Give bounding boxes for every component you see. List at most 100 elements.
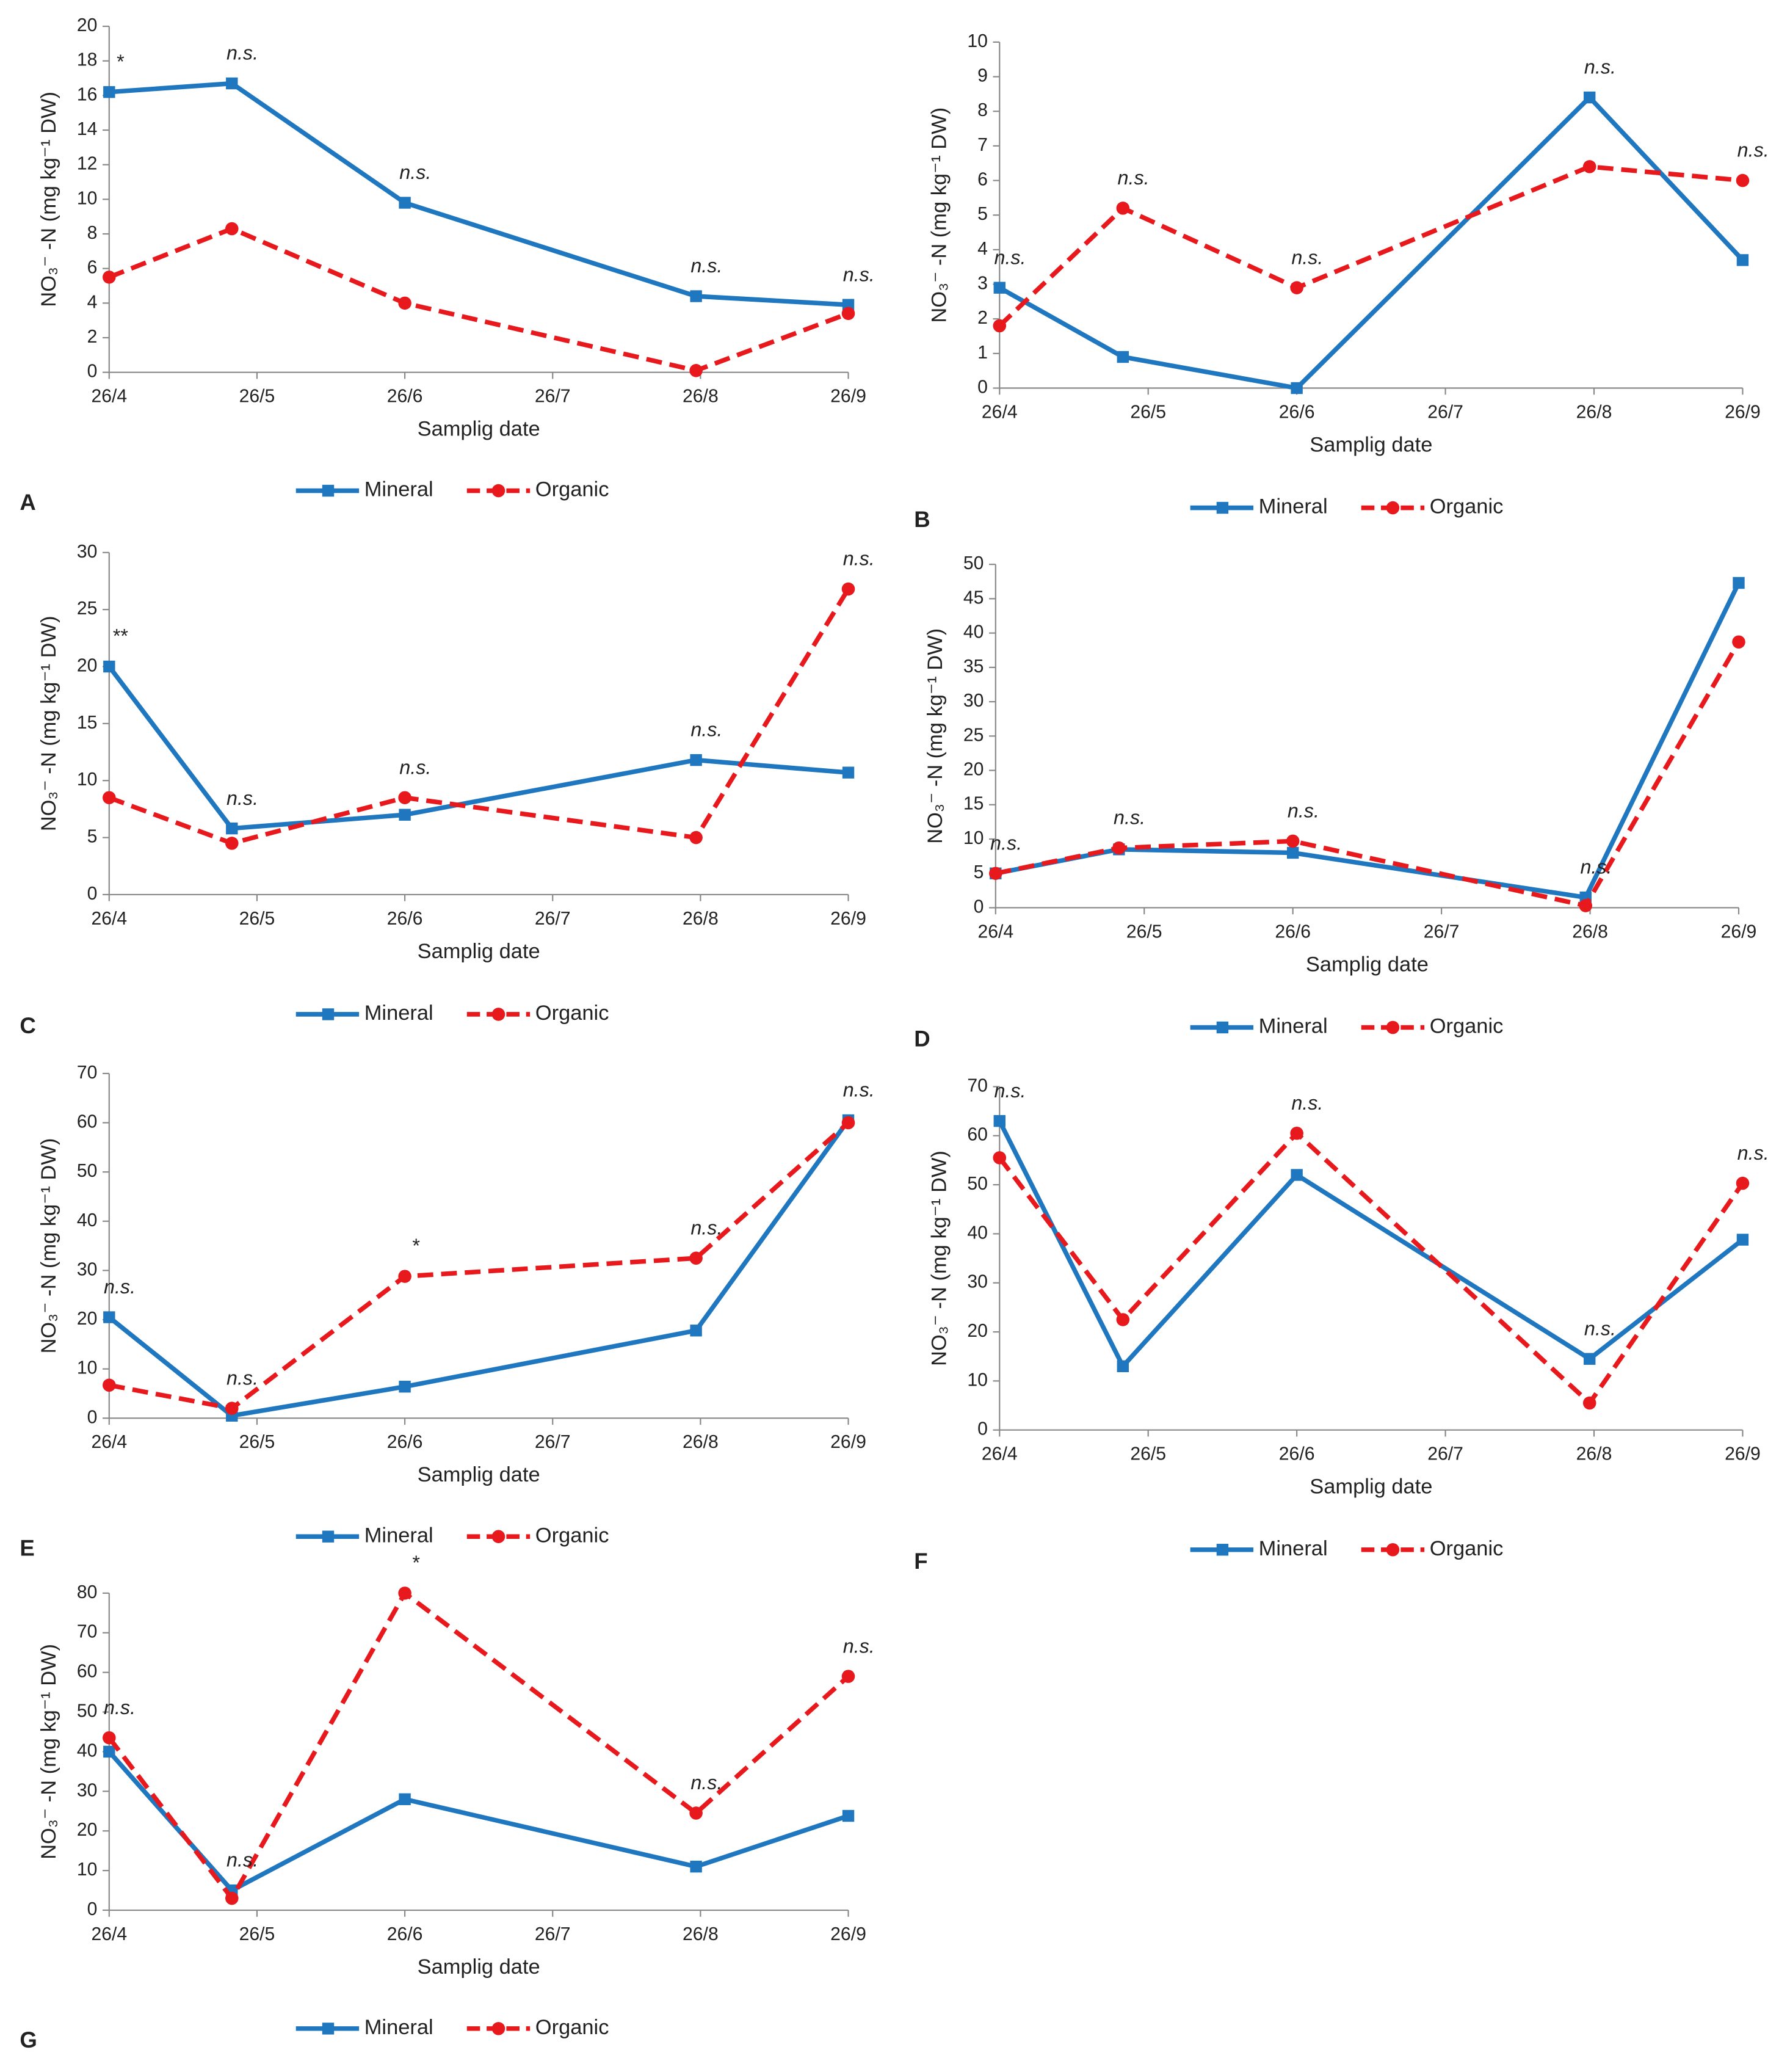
series-line [998,1130,1745,1407]
significance-label: n.s. [1288,800,1319,822]
legend-marker [1216,1544,1229,1556]
marker [1286,846,1299,859]
x-tick-label: 26/6 [1279,402,1315,422]
chart-panel: 0 10 20 30 40 50 60 70 80 26/4 26/5 26/6 26/7 26/8 26/… [20,1552,874,2052]
x-axis-label: Samplig date [418,940,540,963]
y-tick-label: 70 [967,1075,988,1096]
marker [690,290,702,302]
y-tick-label: 20 [77,15,98,35]
series-line [109,81,849,307]
marker [398,1270,411,1283]
chart-panel: 0 10 20 30 40 50 60 70 26/4 26/5 26/6 26/7 26/8 26/9 S… [20,1063,874,1561]
y-axis-label: NO₃⁻ -N (mg kg⁻¹ DW) [37,1644,60,1859]
marker [842,766,855,779]
panel-label: C [20,1013,35,1038]
series-line [108,587,850,846]
x-tick-label: 26/8 [683,909,719,929]
x-tick-label: 26/8 [1572,921,1608,942]
marker [398,296,411,310]
marker [1736,1234,1749,1246]
significance-label: ** [112,625,128,647]
x-tick-label: 26/8 [683,1924,719,1944]
y-tick-label: 12 [77,154,98,174]
y-tick-label: 8 [977,100,988,120]
x-tick-label: 26/9 [830,909,866,929]
significance-label: n.s. [994,246,1026,268]
marker [841,307,855,321]
marker [1582,160,1596,173]
marker [1117,351,1129,363]
series-line [995,641,1741,909]
y-tick-label: 40 [77,1210,98,1230]
x-tick-label: 26/4 [91,1924,127,1944]
marker [399,197,411,209]
legend-marker [322,2023,335,2035]
y-tick-label: 30 [77,1780,98,1800]
legend-label: Organic [1430,1537,1504,1560]
y-tick-label: 50 [967,1174,988,1194]
y-tick-label: 60 [967,1125,988,1145]
chart-panel: 0 10 20 30 40 50 60 70 26/4 26/5 26/6 26/7 26/8 26/9 S… [914,1075,1769,1574]
marker [993,319,1007,333]
x-tick-label: 26/8 [683,1432,719,1452]
x-tick-label: 26/6 [1275,921,1311,942]
y-tick-label: 60 [77,1111,98,1132]
y-tick-label: 20 [77,655,98,675]
x-tick-label: 26/9 [1725,1444,1761,1464]
x-tick-label: 26/7 [1427,402,1463,422]
y-tick-label: 50 [77,1161,98,1181]
y-tick-label: 18 [77,50,98,70]
marker [993,1114,1006,1127]
significance-label: n.s. [843,1635,875,1657]
x-tick-label: 26/5 [1130,1444,1166,1464]
series-line [107,665,849,831]
x-tick-label: 26/4 [977,921,1013,942]
marker [1286,834,1300,848]
x-tick-label: 26/9 [830,387,866,407]
legend-label: Mineral [364,2016,433,2039]
significance-label: n.s. [690,719,722,741]
legend-label: Mineral [364,1001,433,1025]
x-axis-label: Samplig date [418,418,540,441]
panel-label: G [20,2027,37,2052]
y-tick-label: 4 [977,239,988,259]
marker [989,867,1002,881]
legend-marker [1386,1543,1400,1557]
panel-label: A [20,490,35,515]
x-tick-label: 26/7 [535,909,571,929]
panel-label: F [914,1549,927,1574]
x-tick-label: 26/6 [387,909,423,929]
significance-label: n.s. [1584,1317,1616,1339]
legend-marker [1216,501,1229,514]
significance-label: n.s. [994,1080,1026,1102]
legend-label: Organic [1430,495,1504,518]
x-tick-label: 26/4 [91,909,127,929]
legend-marker [491,484,505,498]
marker [1733,576,1745,589]
marker [689,1251,703,1265]
y-tick-label: 30 [963,691,984,711]
panel-label: D [914,1027,930,1052]
y-tick-label: 4 [87,292,98,312]
y-tick-label: 7 [977,135,988,155]
x-axis-label: Samplig date [418,1463,540,1486]
series-line [109,1121,850,1411]
marker [226,822,238,835]
x-axis-label: Samplig date [1306,953,1429,976]
series-line [107,1750,849,1894]
x-tick-label: 26/9 [830,1924,866,1944]
y-tick-label: 0 [977,377,988,397]
marker [993,282,1006,294]
legend-marker [491,1008,505,1021]
x-tick-label: 26/8 [1576,402,1612,422]
y-tick-label: 8 [87,223,98,243]
marker [398,791,411,804]
y-tick-label: 0 [87,884,98,904]
y-tick-label: 16 [77,84,98,104]
chart-panel: 0 1 2 3 4 5 6 7 8 9 10 26/4 26/5 26/6 26/7 26/8 26/9 Samp… [914,31,1769,532]
significance-label: n.s. [1114,807,1145,829]
marker [689,364,703,377]
significance-label: n.s. [1737,139,1769,161]
y-tick-label: 0 [87,362,98,382]
